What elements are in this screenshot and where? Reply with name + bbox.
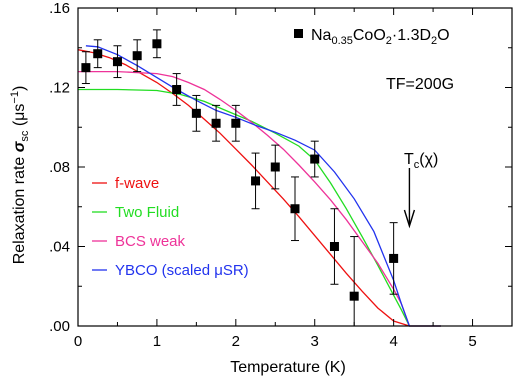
x-tick-label: 1	[153, 333, 161, 350]
series-line-3	[85, 45, 441, 327]
y-tick-label: .04	[49, 239, 70, 256]
data-point	[172, 84, 182, 94]
legend-label-1: Two Fluid	[115, 204, 179, 221]
data-point	[81, 63, 91, 73]
y-tick-label: .16	[49, 0, 70, 17]
data-point	[93, 49, 103, 59]
x-axis-label: Temperature (K)	[230, 359, 346, 376]
x-tick-label: 4	[389, 333, 397, 350]
data-point	[310, 154, 320, 164]
data-point	[389, 253, 399, 263]
sample-marker	[294, 29, 303, 38]
tc-arrow-head	[403, 209, 416, 229]
data-point	[231, 118, 241, 128]
y-tick-label: .08	[49, 159, 70, 176]
x-tick-label: 2	[232, 333, 240, 350]
y-axis-label: Relaxation rate σsc (μs−1)	[9, 86, 31, 265]
legend-label-2: BCS weak	[115, 233, 186, 250]
series-line-2	[78, 70, 441, 327]
y-tick-label: .00	[49, 318, 70, 335]
data-point	[191, 108, 201, 118]
data-points	[81, 29, 399, 326]
data-point	[349, 291, 359, 301]
data-point	[290, 204, 300, 214]
x-tick-label: 5	[468, 333, 476, 350]
tc-annotation: Tc(χ)	[403, 151, 438, 229]
data-point	[211, 118, 221, 128]
field-label: TF=200G	[386, 76, 454, 93]
legend-label-0: f-wave	[115, 175, 159, 192]
sample-label: Na0.35CoO2·1.3D2O	[294, 27, 450, 47]
data-point	[329, 242, 339, 251]
y-tick-label: .12	[49, 80, 70, 97]
svg-text:Na0.35CoO2·1.3D2O: Na0.35CoO2·1.3D2O	[311, 27, 450, 47]
tc-label: Tc(χ)	[404, 151, 438, 171]
data-point	[132, 51, 142, 61]
legend: f-wave Two Fluid BCS weak YBCO (scaled μSR)	[92, 175, 249, 279]
legend-label-3: YBCO (scaled μSR)	[115, 262, 249, 279]
data-point	[270, 162, 280, 172]
data-point	[251, 176, 261, 186]
x-tick-label: 0	[74, 333, 82, 350]
data-point	[112, 57, 122, 67]
axis-ticks: 0 1 2 3 4 5 .00 .04 .08 .12 .16	[49, 0, 512, 350]
x-tick-label: 3	[311, 333, 319, 350]
series-line-0	[77, 49, 441, 327]
data-point	[152, 39, 162, 49]
